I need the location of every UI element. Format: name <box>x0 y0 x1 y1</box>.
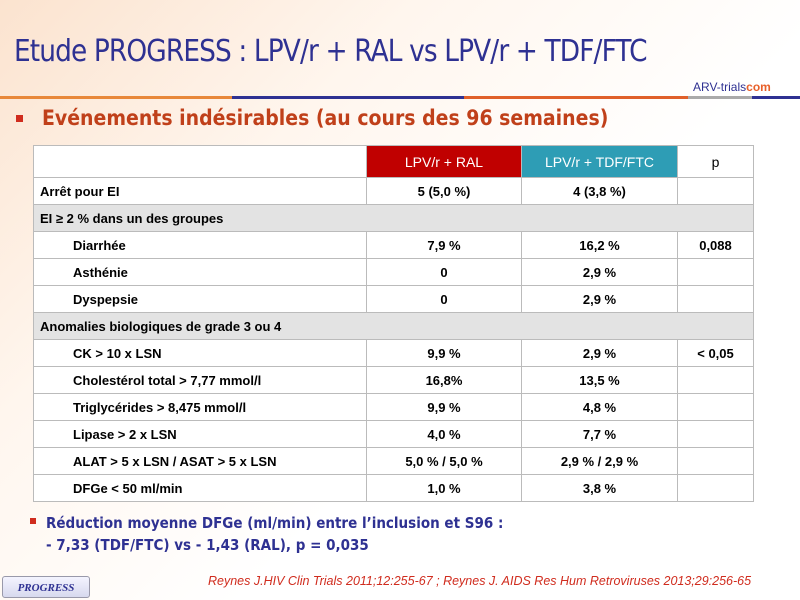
cell-ral: 4,0 % <box>366 420 522 448</box>
table-section-row: EI ≥ 2 % dans un des groupes <box>33 204 754 232</box>
row-label: Arrêt pour EI <box>33 177 367 205</box>
row-label: Cholestérol total > 7,77 mmol/l <box>33 366 367 394</box>
summary-note: Réduction moyenne DFGe (ml/min) entre l’… <box>46 512 503 556</box>
cell-ral: 5 (5,0 %) <box>366 177 522 205</box>
cell-p: < 0,05 <box>677 339 754 367</box>
bullet-icon <box>30 518 36 524</box>
row-label: Asthénie <box>33 258 367 286</box>
row-label: Lipase > 2 x LSN <box>33 420 367 448</box>
cell-tdf: 4,8 % <box>521 393 678 421</box>
section-label: Anomalies biologiques de grade 3 ou 4 <box>33 312 754 340</box>
cell-p <box>677 285 754 313</box>
cell-tdf: 3,8 % <box>521 474 678 502</box>
header-ral: LPV/r + RAL <box>366 145 522 178</box>
table-row: Diarrhée 7,9 % 16,2 % 0,088 <box>33 231 754 259</box>
header-p: p <box>677 145 754 178</box>
section-label: EI ≥ 2 % dans un des groupes <box>33 204 754 232</box>
cell-ral: 1,0 % <box>366 474 522 502</box>
table-row: Arrêt pour EI 5 (5,0 %) 4 (3,8 %) <box>33 177 754 205</box>
study-badge: PROGRESS <box>2 576 90 598</box>
cell-p: 0,088 <box>677 231 754 259</box>
reference: Reynes J.HIV Clin Trials 2011;12:255-67 … <box>208 574 752 588</box>
logo-text: ARV-trials <box>693 80 747 94</box>
row-label: CK > 10 x LSN <box>33 339 367 367</box>
row-label: Triglycérides > 8,475 mmol/l <box>33 393 367 421</box>
table-row: Dyspepsie 0 2,9 % <box>33 285 754 313</box>
arv-trials-logo: ARV-trialscom <box>690 80 774 94</box>
row-label: ALAT > 5 x LSN / ASAT > 5 x LSN <box>33 447 367 475</box>
cell-ral: 5,0 % / 5,0 % <box>366 447 522 475</box>
cell-ral: 0 <box>366 285 522 313</box>
header-tdf: LPV/r + TDF/FTC <box>521 145 678 178</box>
section-heading: Evénements indésirables (au cours des 96… <box>42 106 609 130</box>
cell-tdf: 16,2 % <box>521 231 678 259</box>
row-label: Dyspepsie <box>33 285 367 313</box>
slide-title: Etude PROGRESS : LPV/r + RAL vs LPV/r + … <box>14 34 648 69</box>
table-row: DFGe < 50 ml/min 1,0 % 3,8 % <box>33 474 754 502</box>
cell-ral: 0 <box>366 258 522 286</box>
cell-tdf: 2,9 % <box>521 258 678 286</box>
cell-tdf: 2,9 % / 2,9 % <box>521 447 678 475</box>
table-row: Triglycérides > 8,475 mmol/l 9,9 % 4,8 % <box>33 393 754 421</box>
cell-tdf: 2,9 % <box>521 285 678 313</box>
adverse-events-table: LPV/r + RAL LPV/r + TDF/FTC p Arrêt pour… <box>33 145 754 502</box>
table-row: Asthénie 0 2,9 % <box>33 258 754 286</box>
bullet-icon <box>16 115 23 122</box>
cell-ral: 9,9 % <box>366 339 522 367</box>
row-label: Diarrhée <box>33 231 367 259</box>
cell-p <box>677 420 754 448</box>
cell-tdf: 4 (3,8 %) <box>521 177 678 205</box>
cell-ral: 16,8% <box>366 366 522 394</box>
table-row: Cholestérol total > 7,77 mmol/l 16,8% 13… <box>33 366 754 394</box>
cell-p <box>677 258 754 286</box>
table-section-row: Anomalies biologiques de grade 3 ou 4 <box>33 312 754 340</box>
cell-ral: 9,9 % <box>366 393 522 421</box>
logo-suffix: com <box>746 80 771 94</box>
cell-p <box>677 393 754 421</box>
note-line-1: Réduction moyenne DFGe (ml/min) entre l’… <box>46 514 504 532</box>
cell-ral: 7,9 % <box>366 231 522 259</box>
cell-p <box>677 177 754 205</box>
table-row: Lipase > 2 x LSN 4,0 % 7,7 % <box>33 420 754 448</box>
note-line-2: - 7,33 (TDF/FTC) vs - 1,43 (RAL), p = 0,… <box>46 536 369 554</box>
table-row: CK > 10 x LSN 9,9 % 2,9 % < 0,05 <box>33 339 754 367</box>
cell-p <box>677 447 754 475</box>
row-label: DFGe < 50 ml/min <box>33 474 367 502</box>
cell-tdf: 7,7 % <box>521 420 678 448</box>
cell-p <box>677 366 754 394</box>
header-empty <box>33 145 367 178</box>
cell-p <box>677 474 754 502</box>
table-row: ALAT > 5 x LSN / ASAT > 5 x LSN 5,0 % / … <box>33 447 754 475</box>
cell-tdf: 13,5 % <box>521 366 678 394</box>
table-header-row: LPV/r + RAL LPV/r + TDF/FTC p <box>33 145 754 178</box>
title-divider <box>0 96 800 99</box>
cell-tdf: 2,9 % <box>521 339 678 367</box>
